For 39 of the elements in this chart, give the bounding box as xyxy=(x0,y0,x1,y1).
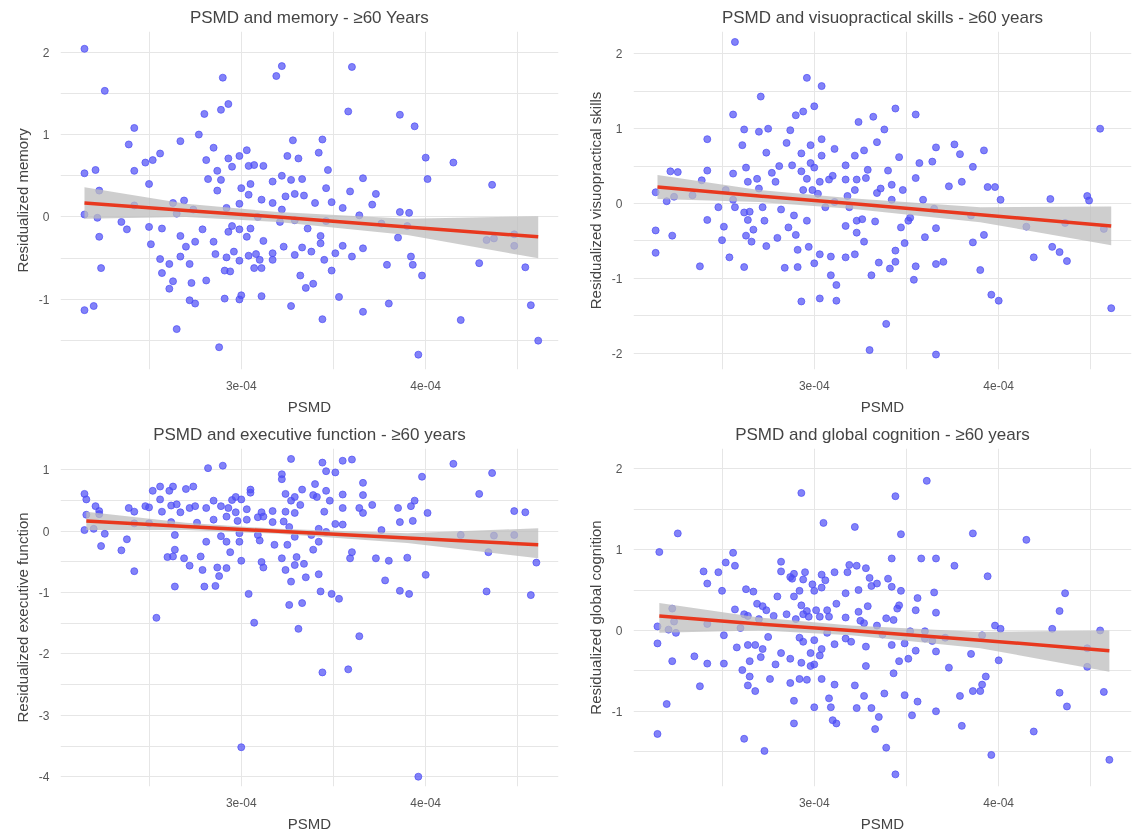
y-tick-label: -3 xyxy=(38,708,50,723)
y-tick-label: -4 xyxy=(38,770,50,785)
y-tick-label: 2 xyxy=(615,462,623,477)
chart-title: PSMD and memory - ≥60 Years xyxy=(189,7,429,27)
y-axis-title: Residualized executive function xyxy=(13,512,31,723)
x-tick-label: 3e-04 xyxy=(225,795,257,810)
chart-title: PSMD and visuopractical skills - ≥60 years xyxy=(721,7,1044,27)
y-axis-title: Residualized visuopractical skills xyxy=(586,91,604,310)
y-tick-label: 1 xyxy=(42,128,50,143)
y-tick-label: -1 xyxy=(611,271,623,286)
y-tick-label: 2 xyxy=(42,45,50,60)
y-tick-label: -2 xyxy=(611,346,623,361)
y-tick-label: 0 xyxy=(42,524,50,539)
chart-title: PSMD and global cognition - ≥60 years xyxy=(735,424,1030,444)
x-axis-title: PSMD xyxy=(860,814,905,832)
x-tick-label: 4e-04 xyxy=(410,795,442,810)
y-tick-label: 2 xyxy=(615,47,623,62)
y-tick-label: -1 xyxy=(38,586,50,601)
y-tick-label: 1 xyxy=(42,463,50,478)
x-tick-label: 3e-04 xyxy=(798,795,830,810)
x-tick-label: 4e-04 xyxy=(410,378,442,393)
x-tick-label: 3e-04 xyxy=(798,378,830,393)
chart-title: PSMD and executive function - ≥60 years xyxy=(153,424,466,444)
x-axis-title: PSMD xyxy=(287,814,332,832)
y-tick-label: -2 xyxy=(38,647,50,662)
x-axis-title: PSMD xyxy=(860,397,905,415)
y-tick-label: 1 xyxy=(615,122,623,137)
y-tick-label: 0 xyxy=(615,196,623,211)
y-tick-label: -1 xyxy=(611,704,623,719)
y-tick-label: 0 xyxy=(42,210,50,225)
x-tick-label: 4e-04 xyxy=(983,795,1015,810)
y-axis-title: Residualized global cognition xyxy=(586,520,604,715)
y-tick-label: 1 xyxy=(615,543,623,558)
x-axis-title: PSMD xyxy=(287,397,332,415)
y-axis-title: Residualized memory xyxy=(13,127,31,273)
x-tick-label: 3e-04 xyxy=(225,378,257,393)
y-tick-label: -1 xyxy=(38,292,50,307)
y-tick-label: 0 xyxy=(615,623,623,638)
x-tick-label: 4e-04 xyxy=(983,378,1015,393)
